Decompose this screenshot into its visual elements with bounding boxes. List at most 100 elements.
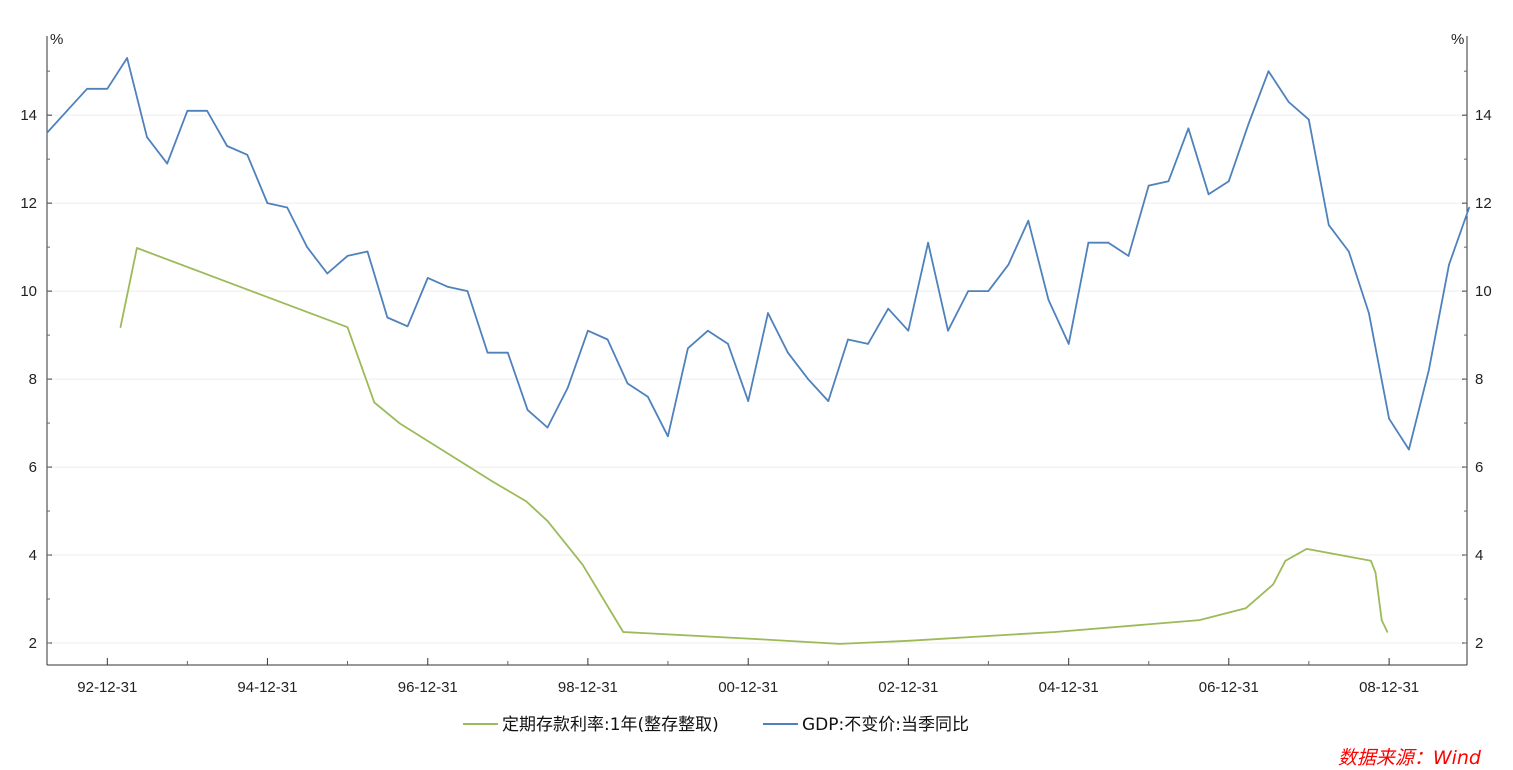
legend-label-gdp: GDP:不变价:当季同比 bbox=[802, 715, 969, 735]
left-tick-label-6: 6 bbox=[29, 459, 37, 476]
series-1-point-17 bbox=[386, 316, 389, 319]
series-1-point-44 bbox=[927, 241, 929, 244]
data-source-note: 数据来源：Wind bbox=[1337, 747, 1481, 769]
series-1-point-39 bbox=[827, 400, 830, 402]
right-tick-label-10: 10 bbox=[1475, 283, 1492, 300]
series-1-point-43 bbox=[907, 329, 910, 332]
right-tick-label-4: 4 bbox=[1475, 547, 1483, 564]
series-1-point-30 bbox=[647, 395, 649, 398]
series-1-point-54 bbox=[1127, 255, 1130, 257]
series-0-point-8 bbox=[581, 563, 584, 566]
series-1-point-25 bbox=[546, 426, 549, 429]
series-1-point-26 bbox=[566, 387, 569, 389]
series-1-point-3 bbox=[106, 88, 109, 90]
x-tick-label-4: 00-12-31 bbox=[718, 679, 778, 696]
series-1-point-52 bbox=[1087, 241, 1090, 244]
x-tick-label-7: 06-12-31 bbox=[1199, 679, 1259, 696]
series-0-point-9 bbox=[622, 631, 624, 633]
series-1-point-4 bbox=[126, 57, 128, 59]
series-1-point-60 bbox=[1247, 123, 1250, 125]
series-0 bbox=[119, 247, 1389, 645]
series-1-point-69 bbox=[1428, 369, 1430, 372]
series bbox=[46, 57, 1471, 645]
series-1-point-13 bbox=[306, 246, 308, 248]
left-tick-label-8: 8 bbox=[29, 371, 37, 388]
series-1-point-49 bbox=[1027, 219, 1030, 222]
series-1-point-57 bbox=[1187, 127, 1190, 130]
series-1-point-41 bbox=[867, 343, 869, 345]
series-1-point-23 bbox=[507, 351, 509, 354]
series-0-point-16 bbox=[1272, 583, 1274, 586]
left-tick-label-12: 12 bbox=[20, 195, 37, 212]
grid bbox=[47, 114, 1467, 644]
right-tick-label-12: 12 bbox=[1475, 195, 1492, 212]
series-0-point-11 bbox=[838, 643, 841, 645]
series-1-point-38 bbox=[807, 378, 809, 380]
series-1-point-2 bbox=[86, 88, 88, 90]
series-1-point-12 bbox=[286, 206, 289, 209]
legend-label-deposit-rate: 定期存款利率:1年(整存整取) bbox=[502, 715, 719, 735]
series-1-point-35 bbox=[747, 400, 749, 402]
x-tick-label-0: 92-12-31 bbox=[77, 679, 137, 696]
x-tick-label-6: 04-12-31 bbox=[1039, 679, 1099, 696]
series-1-point-37 bbox=[787, 351, 789, 354]
series-0-point-1 bbox=[136, 247, 138, 249]
series-0-point-18 bbox=[1305, 548, 1308, 550]
x-tick-label-5: 02-12-31 bbox=[878, 679, 938, 696]
series-1-point-8 bbox=[206, 110, 208, 112]
series-1-point-18 bbox=[406, 325, 409, 328]
series-1-point-9 bbox=[226, 145, 228, 147]
x-ticks: 92-12-31 94-12-31 96-12-31 98-12-31 00-12-31… bbox=[77, 658, 1419, 696]
series-1-point-46 bbox=[967, 290, 969, 292]
series-1-point-45 bbox=[947, 329, 949, 332]
series-0-point-3 bbox=[373, 401, 376, 404]
series-1-point-11 bbox=[266, 202, 269, 204]
series-1-point-34 bbox=[727, 343, 729, 345]
series-0-point-5 bbox=[491, 480, 494, 483]
series-1-point-71 bbox=[1468, 206, 1470, 209]
series-0-point-21 bbox=[1380, 619, 1383, 621]
series-0-point-2 bbox=[346, 326, 349, 329]
series-1-point-64 bbox=[1328, 224, 1330, 226]
series-0-point-20 bbox=[1374, 571, 1377, 574]
series-0-point-6 bbox=[525, 500, 528, 503]
series-0-point-10 bbox=[747, 637, 749, 640]
series-1-point-50 bbox=[1047, 299, 1050, 301]
series-1 bbox=[46, 57, 1471, 451]
series-line-0 bbox=[119, 247, 1389, 645]
legend: 定期存款利率:1年(整存整取) GDP:不变价:当季同比 bbox=[463, 715, 969, 735]
left-tick-label-2: 2 bbox=[29, 635, 37, 652]
series-1-point-6 bbox=[166, 162, 168, 165]
series-1-point-1 bbox=[66, 110, 68, 112]
right-tick-label-2: 2 bbox=[1475, 635, 1483, 652]
series-0-point-22 bbox=[1386, 631, 1389, 633]
series-1-point-14 bbox=[326, 272, 329, 275]
series-1-point-61 bbox=[1267, 70, 1270, 72]
series-1-point-36 bbox=[767, 312, 769, 314]
series-1-point-32 bbox=[687, 347, 689, 350]
series-1-point-31 bbox=[667, 435, 669, 438]
series-1-point-58 bbox=[1207, 193, 1210, 196]
series-1-point-5 bbox=[146, 136, 148, 138]
series-1-point-29 bbox=[626, 382, 629, 385]
series-1-point-40 bbox=[847, 338, 849, 341]
x-tick-label-3: 98-12-31 bbox=[558, 679, 618, 696]
series-1-point-67 bbox=[1388, 417, 1390, 420]
series-0-point-15 bbox=[1244, 607, 1247, 610]
series-1-point-24 bbox=[526, 409, 529, 411]
series-line-1 bbox=[46, 57, 1471, 451]
series-0-point-13 bbox=[1054, 631, 1056, 633]
right-tick-label-6: 6 bbox=[1475, 459, 1483, 476]
series-1-point-33 bbox=[707, 329, 709, 332]
left-tick-label-4: 4 bbox=[29, 547, 37, 564]
series-1-point-59 bbox=[1228, 180, 1230, 182]
series-0-point-12 bbox=[907, 640, 910, 642]
series-0-point-0 bbox=[119, 326, 122, 329]
series-0-point-7 bbox=[546, 520, 549, 522]
series-1-point-20 bbox=[446, 285, 449, 288]
series-1-point-68 bbox=[1408, 448, 1410, 451]
series-0-point-4 bbox=[398, 422, 401, 424]
series-1-point-10 bbox=[246, 154, 249, 156]
right-tick-label-14: 14 bbox=[1475, 107, 1492, 124]
